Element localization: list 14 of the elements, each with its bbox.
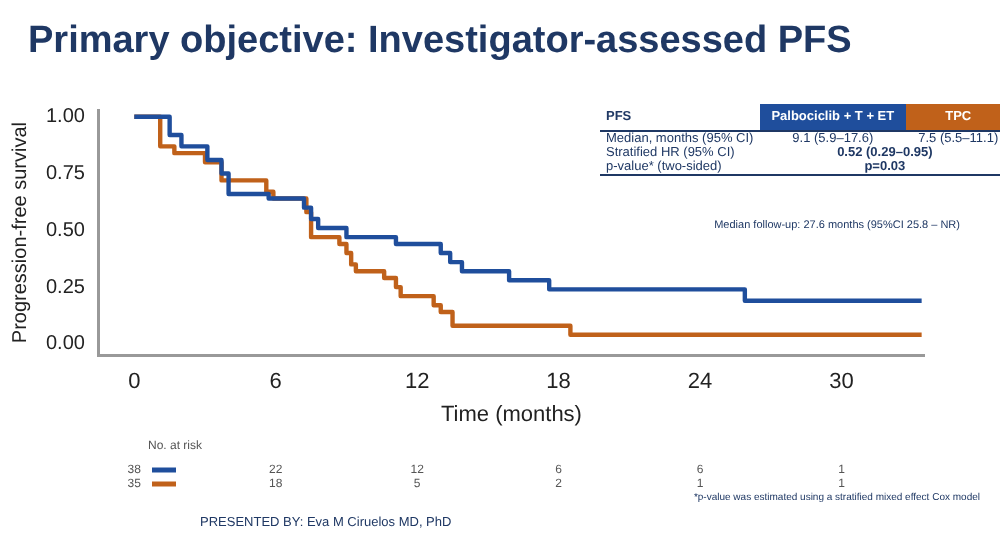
y-tick-label: 0.25: [45, 276, 86, 299]
x-tick-label: 30: [829, 370, 854, 395]
x-axis-title: Time (months): [440, 402, 582, 427]
x-tick-label: 6: [269, 370, 282, 395]
y-tick-label: 1.00: [45, 106, 86, 129]
chart-title: Primary objective: Investigator-assessed PFS: [28, 20, 852, 64]
y-axis-title: Progression-free survival: [9, 121, 32, 344]
x-tick-label: 12: [404, 370, 430, 395]
y-tick-label: 0.75: [45, 163, 86, 186]
x-tick-label: 24: [687, 370, 713, 395]
y-tick-label: 0.00: [45, 333, 86, 356]
x-tick-label: 18: [546, 370, 571, 395]
x-tick-label: 0: [128, 370, 141, 395]
y-tick-label: 0.50: [45, 219, 86, 242]
